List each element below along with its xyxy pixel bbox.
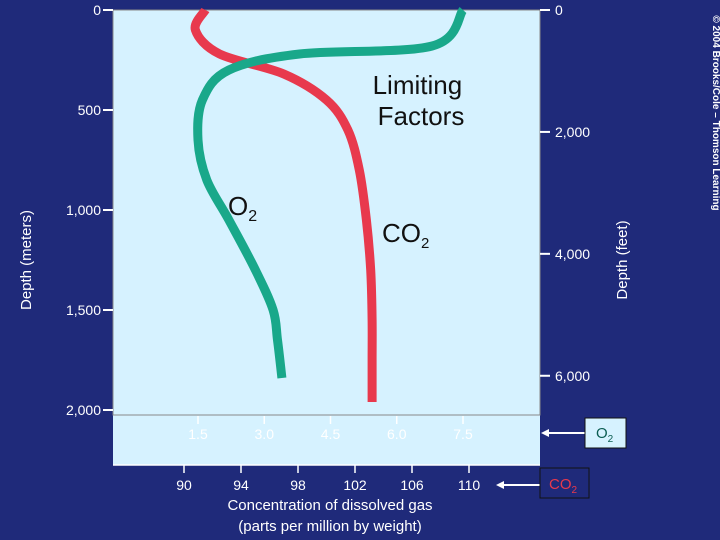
x-axis-co2: 90 94 98 102 106 110: [113, 464, 540, 493]
co2-tick-label: 90: [176, 477, 192, 493]
right-tick-label: 2,000: [555, 124, 590, 140]
o2-axis-legend-label: O2: [596, 425, 614, 445]
left-tick-label: 1,000: [66, 202, 101, 218]
x-axis-label: Concentration of dissolved gas: [227, 497, 432, 514]
o2-series-line: [193, 7, 467, 379]
left-tick-label: 500: [78, 102, 102, 118]
o2-tick-label: 6.0: [387, 426, 407, 442]
left-tick-label: 1,500: [66, 302, 101, 318]
left-tick-label: 2,000: [66, 402, 101, 418]
right-tick-label: 4,000: [555, 246, 590, 262]
co2-tick-label: 102: [343, 477, 367, 493]
right-axis: 0 2,000 4,000 6,000: [540, 2, 590, 384]
x-axis-label-units: (parts per million by weight): [238, 518, 421, 535]
o2-series-label: O2: [228, 191, 257, 225]
right-tick-label: 0: [555, 2, 563, 18]
left-tick-label: 0: [93, 2, 101, 18]
co2-axis-legend-label: CO2: [549, 476, 578, 496]
co2-series-line: [190, 7, 377, 402]
x-axis-o2: 1.5 3.0 4.5 6.0 7.5: [188, 416, 473, 442]
co2-tick-label: 94: [233, 477, 249, 493]
co2-tick-label: 110: [458, 477, 481, 493]
o2-axis-arrowhead: [541, 429, 549, 437]
o2-tick-label: 4.5: [321, 426, 341, 442]
series-layer: [190, 7, 467, 402]
right-axis-label: Depth (feet): [614, 220, 631, 299]
co2-axis-arrowhead: [496, 481, 504, 489]
o2-tick-label: 7.5: [453, 426, 473, 442]
co2-series-label: CO2: [382, 218, 429, 252]
co2-tick-label: 106: [400, 477, 424, 493]
left-axis: 0 500 1,000 1,500 2,000: [66, 2, 113, 418]
plot-frame: [112, 9, 541, 416]
left-axis-label: Depth (meters): [18, 210, 35, 310]
chart-title: Limiting Factors: [373, 70, 470, 131]
right-tick-label: 6,000: [555, 368, 590, 384]
co2-tick-label: 98: [290, 477, 306, 493]
plot-area: [113, 10, 540, 465]
o2-tick-label: 1.5: [188, 426, 208, 442]
o2-tick-label: 3.0: [255, 426, 275, 442]
co2-axis-legend-box: [539, 467, 590, 499]
o2-axis-legend-box: [584, 417, 627, 449]
copyright-credit: © 2004 Brooks/Cole – Thomson Learning: [710, 15, 720, 210]
